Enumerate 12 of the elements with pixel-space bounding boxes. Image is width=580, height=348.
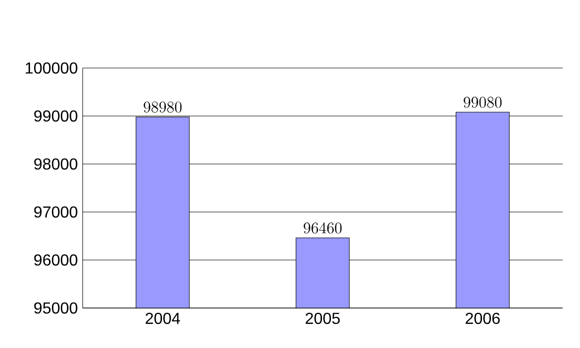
y-tick-label: 97000 <box>34 206 78 218</box>
x-tick-label: 2005 <box>306 312 340 324</box>
y-tick-label: 99000 <box>34 110 78 122</box>
data-label: 96460 <box>304 222 342 234</box>
x-tick-label: 2004 <box>146 312 180 324</box>
y-tick-label: 100000 <box>26 62 78 74</box>
data-label: 99080 <box>464 96 502 108</box>
x-tick-label: 2006 <box>466 312 500 324</box>
data-label: 98980 <box>144 102 182 113</box>
y-tick-label: 96000 <box>34 254 78 266</box>
y-tick-label: 98000 <box>34 158 78 170</box>
y-tick-label: 95000 <box>34 302 78 314</box>
